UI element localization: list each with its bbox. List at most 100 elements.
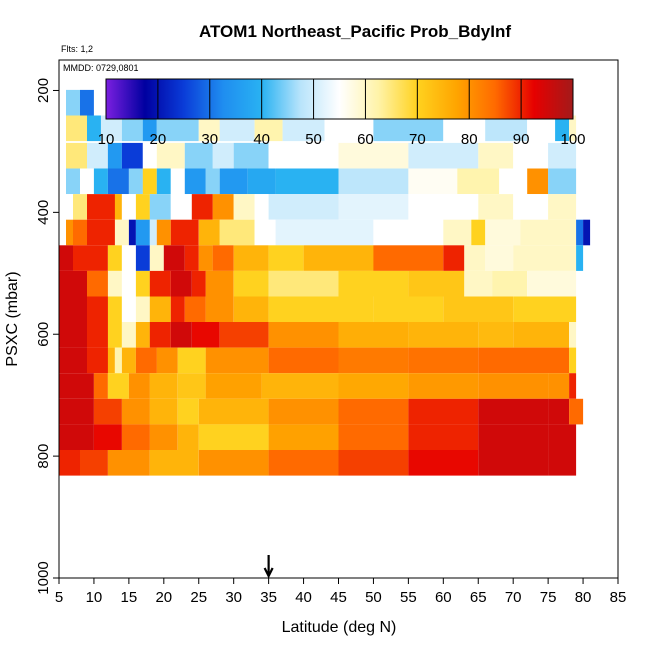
heatmap-cell (191, 194, 213, 220)
x-tick-label: 55 (400, 589, 417, 606)
heatmap-cell (457, 168, 500, 195)
heatmap-cell (87, 270, 108, 297)
arrow-marker (263, 555, 274, 579)
heatmap-cell (548, 373, 570, 399)
heatmap-cell (513, 296, 577, 323)
heatmap-cell (66, 142, 87, 169)
y-tick-label: 200 (35, 78, 52, 103)
heatmap-cell (121, 142, 143, 169)
heatmap-cell (59, 347, 87, 374)
heatmap-cell (338, 347, 409, 374)
y-axis: 200 400 600 800 1000 (35, 78, 59, 595)
x-tick-label: 80 (575, 589, 592, 606)
heatmap-cell (128, 373, 150, 399)
heatmap-cell (142, 168, 157, 195)
heatmap-cell (268, 296, 374, 323)
heatmap-cell (121, 398, 150, 425)
arrow-head (263, 567, 274, 579)
heatmap-cell (198, 219, 220, 246)
heatmap-cell (135, 347, 157, 374)
heatmap-cell (548, 194, 577, 220)
heatmap-cell (261, 373, 339, 399)
heatmap-cell (408, 168, 458, 195)
heatmap-cell (408, 322, 479, 348)
heatmap-cell (107, 347, 115, 374)
heatmap-cell (548, 450, 577, 476)
heatmap-cell (583, 219, 591, 246)
heatmap-cell (114, 194, 122, 220)
heatmap-cell (170, 296, 185, 323)
heatmap-cell (408, 424, 479, 450)
x-axis-label: Latitude (deg N) (282, 619, 397, 636)
heatmap-cell (205, 373, 262, 399)
heatmap-cell (93, 398, 122, 425)
heatmap-cell (163, 245, 185, 271)
heatmap-cells (59, 89, 591, 476)
heatmap-cell (198, 398, 269, 425)
heatmap-cell (443, 115, 486, 142)
x-tick-label: 15 (121, 589, 138, 606)
colorbar-tick-label: 60 (357, 131, 374, 148)
heatmap-cell (485, 115, 528, 142)
heatmap-cell (205, 347, 269, 374)
colorbar-tick-label: 40 (253, 131, 270, 148)
colorbar (105, 78, 574, 120)
colorbar-tick-label: 70 (409, 131, 426, 148)
heatmap-cell (93, 424, 122, 450)
heatmap-cell (59, 424, 94, 450)
x-tick-label: 25 (190, 589, 207, 606)
heatmap-cell (121, 296, 136, 323)
heatmap-cell (107, 168, 129, 195)
y-tick-label: 800 (35, 444, 52, 469)
heatmap-cell (121, 115, 143, 142)
heatmap-cell (485, 219, 521, 246)
heatmap-cell (80, 89, 94, 116)
heatmap-cell (499, 168, 528, 195)
heatmap-cell (107, 245, 122, 271)
heatmap-cell (135, 270, 150, 297)
heatmap-cell (268, 142, 339, 169)
heatmap-cell (149, 296, 171, 323)
heatmap-cell (135, 194, 150, 220)
heatmap-cell (478, 142, 514, 169)
heatmap-cell (80, 450, 108, 476)
heatmap-cell (233, 142, 269, 169)
heatmap-cell (205, 270, 234, 297)
heatmap-cell (73, 219, 87, 246)
heatmap-cell (408, 398, 479, 425)
heatmap-cell (338, 424, 409, 450)
y-axis-label: PSXC (mbar) (4, 271, 21, 366)
heatmap-cell (478, 450, 549, 476)
heatmap-cell (66, 194, 73, 220)
heatmap-cell (268, 322, 339, 348)
heatmap-cell (513, 194, 549, 220)
heatmap-cell (59, 270, 87, 297)
heatmap-cell (149, 450, 199, 476)
heatmap-cell (254, 115, 283, 142)
heatmap-cell (408, 270, 465, 297)
heatmap-cell (408, 347, 479, 374)
heatmap-cell (233, 270, 269, 297)
colorbar-tick-label: 50 (305, 131, 322, 148)
colorbar-tick-label: 90 (513, 131, 530, 148)
heatmap-cell (443, 296, 514, 323)
x-tick-label: 60 (435, 589, 452, 606)
heatmap-cell (373, 245, 444, 271)
heatmap-cell (408, 194, 479, 220)
heatmap-cell (59, 450, 80, 476)
x-tick-label: 70 (505, 589, 522, 606)
heatmap-cell (135, 322, 150, 348)
heatmap-cell (198, 245, 213, 271)
heatmap-cell (219, 219, 255, 246)
heatmap-cell (338, 168, 409, 195)
heatmap-cell (338, 270, 409, 297)
heatmap-cell (156, 115, 199, 142)
heatmap-cell (59, 245, 73, 271)
colorbar-tick-label: 20 (150, 131, 167, 148)
heatmap-cell (121, 347, 136, 374)
x-tick-label: 20 (155, 589, 172, 606)
heatmap-cell (87, 322, 108, 348)
heatmap-cell (569, 115, 577, 142)
heatmap-cell (373, 115, 444, 142)
heatmap-cell (135, 245, 150, 271)
